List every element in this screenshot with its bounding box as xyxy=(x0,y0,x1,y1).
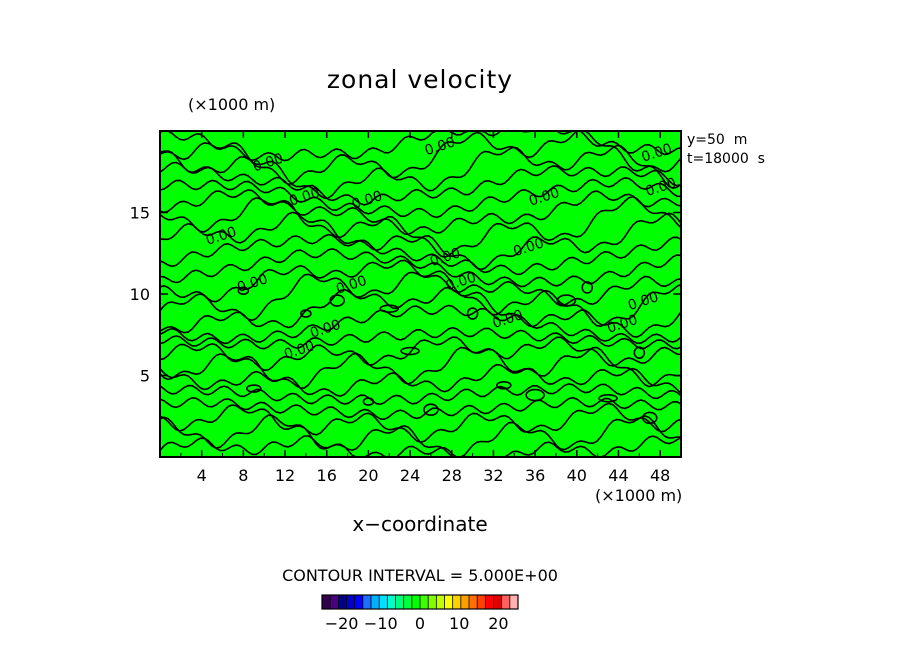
contour-loop xyxy=(379,304,400,313)
colorbar-swatch xyxy=(485,595,494,609)
contour-line xyxy=(159,336,682,372)
contour-loop xyxy=(598,394,618,403)
x-tick-label: 20 xyxy=(358,466,378,485)
contour-loop xyxy=(237,286,250,296)
contour-loop xyxy=(525,388,545,402)
colorbar-swatch xyxy=(354,595,364,609)
contour-line xyxy=(159,189,682,236)
contour-line xyxy=(159,304,682,345)
colorbar-swatch xyxy=(362,595,372,609)
x-tick-label: 16 xyxy=(317,466,337,485)
y-tick-label: 10 xyxy=(130,285,150,304)
colorbar-swatch xyxy=(411,595,421,609)
colorbar-swatch xyxy=(379,595,388,609)
contour-line xyxy=(159,195,682,259)
x-tick-label: 32 xyxy=(483,466,503,485)
contour-line xyxy=(159,396,682,421)
x-tick-label: 36 xyxy=(525,466,545,485)
contour-loop xyxy=(329,294,345,307)
colorbar-swatch xyxy=(395,595,405,609)
x-tick-label: 4 xyxy=(197,466,207,485)
colorbar-swatch xyxy=(444,595,454,609)
x-tick-label: 28 xyxy=(442,466,462,485)
info-line-t: t=18000 s xyxy=(687,151,765,167)
x-tick-label: 48 xyxy=(650,466,670,485)
colorbar-swatch xyxy=(403,595,413,609)
colorbar-tick-label: 10 xyxy=(449,614,469,633)
colorbar-swatch xyxy=(371,595,380,609)
x-tick-label: 44 xyxy=(608,466,628,485)
y-tick-label: 15 xyxy=(130,204,150,223)
y-unit-label: (×1000 m) xyxy=(188,95,275,114)
chart-title: zonal velocity xyxy=(327,65,513,94)
contour-line xyxy=(159,346,682,389)
contour-loop xyxy=(556,294,577,307)
contour-loop xyxy=(245,384,262,393)
contour-line xyxy=(159,247,682,288)
colorbar-swatch xyxy=(509,595,519,609)
contour-loop xyxy=(466,307,479,320)
contour-line xyxy=(159,233,682,276)
colorbar-swatch xyxy=(387,595,396,609)
info-line-y: y=50 m xyxy=(687,132,747,148)
contour-loop xyxy=(633,346,646,359)
contour-loop xyxy=(362,397,375,406)
contour-line xyxy=(159,211,682,271)
colorbar-swatch xyxy=(460,595,470,609)
colorbar-swatch xyxy=(469,595,478,609)
contour-loop xyxy=(300,309,312,318)
colorbar-swatch xyxy=(338,595,347,609)
x-axis: 4 8 12 16 20 24 28 32 36 40 44 48 xyxy=(180,131,670,485)
colorbar-frame xyxy=(321,594,519,610)
colorbar-swatch xyxy=(436,595,445,609)
colorbar-tick-label: −10 xyxy=(364,614,398,633)
contour-line xyxy=(159,435,682,458)
contour-line xyxy=(159,176,682,219)
x-axis-label: x−coordinate xyxy=(352,512,487,536)
x-tick-label: 40 xyxy=(567,466,587,485)
colorbar-tick-label: 0 xyxy=(415,614,425,633)
contour-line xyxy=(159,161,682,206)
contour-lines xyxy=(159,130,682,458)
contour-loop xyxy=(496,380,512,390)
contour-loop xyxy=(641,411,658,425)
y-tick-label: 5 xyxy=(140,367,150,386)
colorbar-swatch xyxy=(501,595,511,609)
contour-line xyxy=(159,383,682,406)
x-tick-label: 24 xyxy=(400,466,420,485)
contour-loop xyxy=(581,281,594,294)
colorbar-tick-label: −20 xyxy=(325,614,359,633)
x-tick-label: 8 xyxy=(238,466,248,485)
colorbar-swatch xyxy=(330,595,339,609)
x-tick-label: 12 xyxy=(275,466,295,485)
contour-line xyxy=(159,130,682,162)
colorbar-swatch xyxy=(346,595,356,609)
colorbar-swatch xyxy=(452,595,462,609)
colorbar-swatch xyxy=(493,595,503,609)
colorbar-swatch xyxy=(420,595,429,609)
contour-line xyxy=(159,130,682,186)
colorbar-swatch xyxy=(477,595,486,609)
colorbar: −20 −10 0 10 20 xyxy=(321,594,519,633)
contour-line xyxy=(159,402,682,444)
contour-loop xyxy=(400,346,420,356)
contour-line xyxy=(159,363,682,397)
colorbar-swatch xyxy=(322,595,331,609)
contour-line xyxy=(159,259,682,307)
y-axis: 5 10 15 xyxy=(130,204,681,386)
x-unit-label: (×1000 m) xyxy=(595,486,682,505)
contour-interval-label: CONTOUR INTERVAL = 5.000E+00 xyxy=(282,566,558,585)
colorbar-tick-label: 20 xyxy=(488,614,508,633)
plot-fill xyxy=(160,131,681,457)
contour-loop xyxy=(423,403,439,417)
contour-line xyxy=(159,326,682,350)
colorbar-swatch xyxy=(428,595,437,609)
